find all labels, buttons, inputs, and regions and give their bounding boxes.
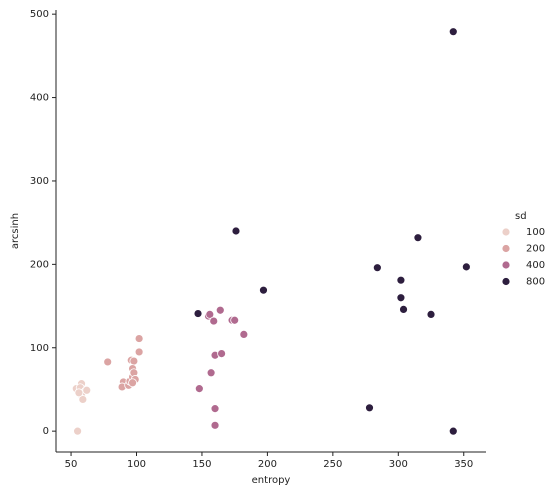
point — [215, 305, 225, 315]
point — [82, 385, 92, 395]
y-axis-label: arcsinh — [10, 213, 21, 249]
point — [217, 349, 226, 358]
y-tick-label: 500 — [30, 9, 49, 20]
point — [206, 368, 216, 378]
point — [372, 263, 382, 273]
y-tick-label: 300 — [30, 176, 49, 187]
point — [205, 309, 215, 319]
point — [73, 426, 82, 436]
point — [210, 404, 220, 414]
x-tick-label: 200 — [258, 459, 277, 470]
x-tick-label: 250 — [323, 459, 342, 470]
point — [448, 426, 458, 436]
point — [413, 233, 423, 243]
point — [231, 226, 241, 236]
legend-label: 200 — [526, 244, 545, 255]
point — [209, 316, 219, 326]
point — [461, 262, 471, 272]
point — [129, 356, 139, 366]
x-tick-label: 300 — [389, 459, 408, 470]
point — [128, 378, 137, 388]
y-tick-label: 200 — [30, 259, 49, 270]
y-tick-label: 0 — [43, 426, 49, 437]
point — [365, 403, 374, 413]
legend-label: 400 — [526, 260, 545, 271]
point — [399, 304, 408, 314]
point — [239, 330, 249, 339]
point — [74, 388, 84, 398]
point — [134, 347, 144, 357]
x-tick-label: 350 — [454, 459, 473, 470]
point — [193, 309, 203, 318]
x-tick-label: 100 — [127, 459, 146, 470]
legend-marker — [501, 260, 511, 270]
legend-marker — [501, 227, 511, 237]
y-tick-label: 400 — [30, 93, 49, 104]
point — [259, 285, 268, 295]
point — [134, 334, 144, 343]
legend-label: 800 — [526, 277, 545, 288]
point — [396, 293, 406, 303]
point — [103, 357, 113, 367]
point — [426, 309, 436, 319]
point — [194, 384, 204, 394]
x-axis-label: entropy — [252, 475, 291, 486]
point — [78, 395, 88, 404]
point — [230, 315, 240, 325]
y-tick-label: 100 — [30, 343, 49, 354]
legend-marker — [501, 244, 511, 253]
point — [396, 275, 406, 285]
x-tick-label: 50 — [65, 459, 78, 470]
point — [210, 420, 220, 430]
legend-label: 100 — [526, 227, 545, 238]
point — [448, 27, 458, 37]
x-tick-label: 150 — [192, 459, 211, 470]
legend-title: sd — [515, 211, 527, 222]
legend-marker — [501, 277, 511, 286]
